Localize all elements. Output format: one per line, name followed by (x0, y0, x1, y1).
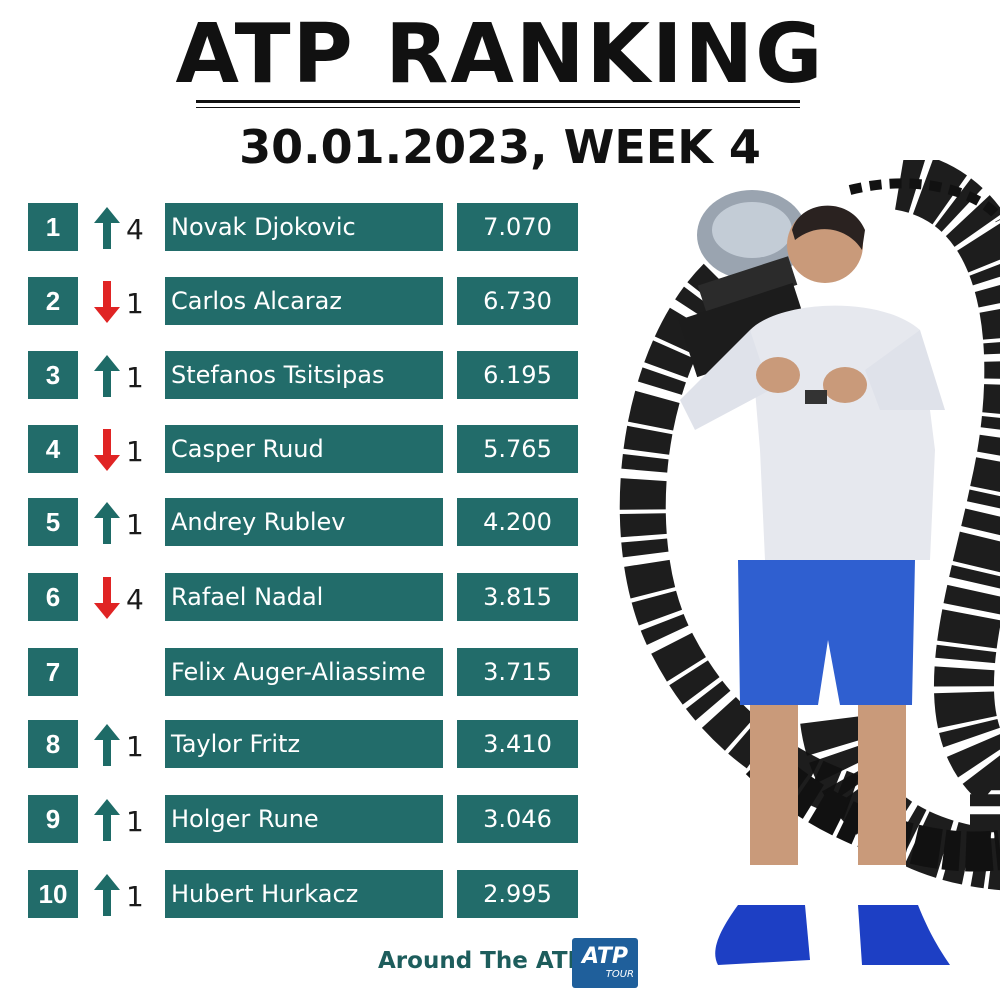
ranking-row: 4 1 Casper Ruud 5.765 (0, 425, 600, 475)
rank-number: 7 (28, 648, 78, 696)
rank-change-value: 1 (126, 805, 144, 838)
rank-number: 2 (28, 277, 78, 325)
player-name: Felix Auger-Aliassime (165, 648, 443, 696)
rank-change: 1 (92, 795, 158, 845)
title-underline-thin (196, 107, 800, 108)
title-underline (196, 100, 800, 103)
rank-change-value: 4 (126, 213, 144, 246)
rank-number: 4 (28, 425, 78, 473)
arrow-up-icon (94, 724, 120, 766)
player-photo (619, 160, 1000, 965)
arrow-up-icon (94, 355, 120, 397)
rank-change-value: 1 (126, 508, 144, 541)
rank-change-value: 1 (126, 287, 144, 320)
ranking-row: 8 1 Taylor Fritz 3.410 (0, 720, 600, 770)
rank-change: 1 (92, 277, 158, 327)
rank-number: 10 (28, 870, 78, 918)
rank-number: 5 (28, 498, 78, 546)
rank-change: 4 (92, 573, 158, 623)
player-name: Stefanos Tsitsipas (165, 351, 443, 399)
player-points: 3.410 (457, 720, 578, 768)
ranking-row: 1 4 Novak Djokovic 7.070 (0, 203, 600, 253)
rank-change: 4 (92, 203, 158, 253)
arrow-down-icon (94, 429, 120, 471)
player-name: Carlos Alcaraz (165, 277, 443, 325)
player-figure (678, 190, 950, 965)
rank-number: 1 (28, 203, 78, 251)
ranking-row: 5 1 Andrey Rublev 4.200 (0, 498, 600, 548)
rank-number: 6 (28, 573, 78, 621)
rank-change: 1 (92, 720, 158, 770)
player-points: 3.046 (457, 795, 578, 843)
player-name: Holger Rune (165, 795, 443, 843)
ranking-row: 3 1 Stefanos Tsitsipas 6.195 (0, 351, 600, 401)
page-title: ATP RANKING (175, 7, 825, 102)
rank-change: 1 (92, 351, 158, 401)
atp-logo-text: ATP (581, 944, 629, 969)
rank-number: 3 (28, 351, 78, 399)
player-name: Taylor Fritz (165, 720, 443, 768)
ranking-row: 2 1 Carlos Alcaraz 6.730 (0, 277, 600, 327)
ranking-table: 1 4 Novak Djokovic 7.070 2 1 Carlos Alca… (0, 203, 600, 920)
rank-number: 9 (28, 795, 78, 843)
player-name: Andrey Rublev (165, 498, 443, 546)
ranking-row: 6 4 Rafael Nadal 3.815 (0, 573, 600, 623)
player-points: 2.995 (457, 870, 578, 918)
arrow-down-icon (94, 577, 120, 619)
player-points: 4.200 (457, 498, 578, 546)
player-points: 6.730 (457, 277, 578, 325)
rank-change-value: 1 (126, 435, 144, 468)
rank-number: 8 (28, 720, 78, 768)
footer-brand: Around The ATP (378, 948, 585, 974)
player-points: 7.070 (457, 203, 578, 251)
rank-change (92, 648, 158, 698)
rank-change: 1 (92, 425, 158, 475)
atp-tour-logo: ATP TOUR (572, 938, 638, 988)
rank-change-value: 4 (126, 583, 144, 616)
player-name: Novak Djokovic (165, 203, 443, 251)
player-name: Rafael Nadal (165, 573, 443, 621)
rank-change: 1 (92, 498, 158, 548)
rank-change-value: 1 (126, 880, 144, 913)
rank-change: 1 (92, 870, 158, 920)
player-points: 6.195 (457, 351, 578, 399)
ranking-row: 7 Felix Auger-Aliassime 3.715 (0, 648, 600, 698)
arrow-up-icon (94, 874, 120, 916)
ranking-row: 10 1 Hubert Hurkacz 2.995 (0, 870, 600, 920)
player-name: Casper Ruud (165, 425, 443, 473)
rank-change-value: 1 (126, 361, 144, 394)
ranking-row: 9 1 Holger Rune 3.046 (0, 795, 600, 845)
page-subtitle: 30.01.2023, WEEK 4 (239, 120, 761, 174)
player-points: 3.715 (457, 648, 578, 696)
arrow-down-icon (94, 281, 120, 323)
rank-change-value: 1 (126, 730, 144, 763)
arrow-up-icon (94, 207, 120, 249)
player-points: 3.815 (457, 573, 578, 621)
player-points: 5.765 (457, 425, 578, 473)
arrow-up-icon (94, 502, 120, 544)
arrow-up-icon (94, 799, 120, 841)
atp-logo-subtext: TOUR (605, 969, 634, 980)
player-name: Hubert Hurkacz (165, 870, 443, 918)
